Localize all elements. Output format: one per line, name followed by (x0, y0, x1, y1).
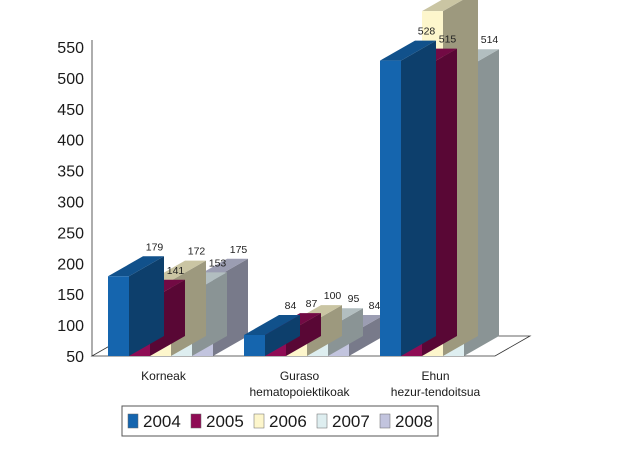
data-label: 514 (481, 34, 499, 46)
y-tick-label: 100 (57, 318, 84, 335)
legend-label: 2004 (143, 412, 181, 431)
bar-top (244, 314, 300, 335)
data-label: 515 (439, 34, 457, 46)
y-tick-label: 150 (57, 287, 84, 304)
data-label: 84 (369, 300, 381, 312)
data-label: 95 (348, 293, 360, 305)
legend-box (121, 405, 439, 437)
bar-side (129, 256, 164, 356)
y-tick-label: 300 (57, 195, 84, 212)
bar (380, 60, 401, 356)
data-label: 528 (418, 26, 436, 38)
bar (244, 334, 265, 356)
legend-swatch (379, 413, 391, 429)
y-tick-label: 250 (57, 225, 84, 242)
bar-side (307, 305, 342, 356)
legend-swatch (127, 413, 139, 429)
x-category-label: hezur-tendoitsua (391, 385, 481, 399)
legend-swatch (316, 413, 328, 429)
bar-side (265, 314, 300, 356)
data-label: 153 (209, 257, 227, 269)
y-tick-label: 350 (57, 164, 84, 181)
y-tick-label: 400 (57, 133, 84, 150)
legend-label: 2005 (206, 412, 244, 431)
bar-side (286, 313, 321, 356)
bar-side (401, 40, 436, 356)
data-label: 87 (306, 298, 318, 310)
x-category-label: hematopoiektikoak (249, 385, 350, 399)
legend-label: 2006 (269, 412, 307, 431)
data-label: 179 (146, 241, 164, 253)
data-label: 172 (188, 246, 206, 258)
y-tick-label: 50 (66, 349, 84, 366)
legend-swatch (253, 413, 265, 429)
x-category-label: Ehun (421, 369, 449, 383)
y-tick-label: 500 (57, 71, 84, 88)
bar-side (349, 314, 384, 356)
x-category-label: Guraso (280, 369, 320, 383)
y-tick-label: 450 (57, 102, 84, 119)
y-tick-label: 550 (57, 40, 84, 57)
bar-top (108, 256, 164, 277)
data-label: 100 (324, 290, 342, 302)
y-tick-label: 200 (57, 256, 84, 273)
legend-swatch (190, 413, 202, 429)
x-category-label: Korneak (141, 369, 187, 383)
bar-top (380, 40, 436, 61)
bar (108, 276, 129, 356)
legend-label: 2007 (332, 412, 370, 431)
bar-top (422, 0, 463, 12)
data-label: 175 (230, 244, 248, 256)
data-label: 84 (285, 300, 297, 312)
legend-label: 2008 (395, 412, 433, 431)
data-label: 141 (167, 265, 185, 277)
bar-side (328, 308, 363, 356)
